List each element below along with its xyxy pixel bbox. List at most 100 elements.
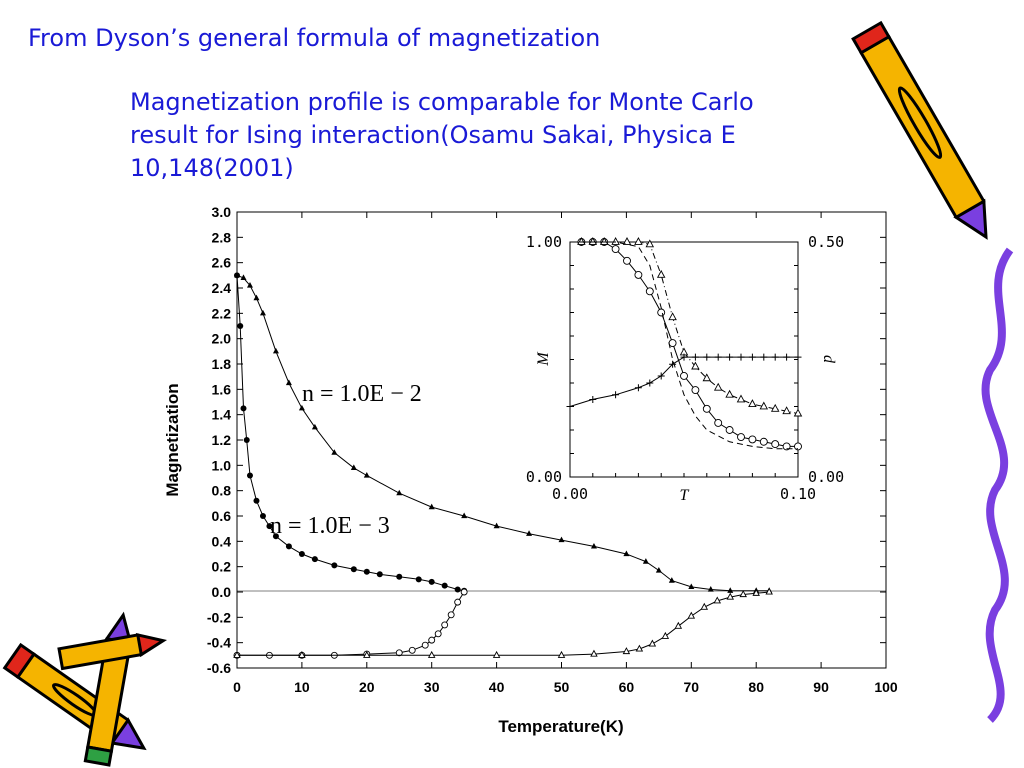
data-point bbox=[408, 646, 416, 654]
inset-data-point bbox=[770, 403, 780, 412]
inset-data-point bbox=[645, 239, 655, 248]
y-tick-label: 0.6 bbox=[212, 508, 232, 524]
data-point bbox=[590, 542, 597, 549]
pencil-icon bbox=[57, 632, 168, 671]
inset-data-point bbox=[657, 308, 666, 317]
y-tick-label: 1.6 bbox=[212, 381, 232, 397]
data-point bbox=[396, 573, 403, 580]
data-point bbox=[421, 641, 429, 649]
inset-data-point bbox=[669, 360, 677, 368]
data-point bbox=[363, 472, 370, 478]
data-point bbox=[428, 636, 436, 644]
data-point bbox=[298, 551, 305, 557]
pencil-icon bbox=[981, 247, 1014, 723]
data-point bbox=[461, 512, 468, 519]
data-point bbox=[331, 449, 338, 455]
inset-data-point bbox=[623, 256, 631, 265]
data-point bbox=[311, 423, 318, 430]
data-point bbox=[272, 347, 279, 354]
data-point bbox=[492, 650, 501, 658]
inset-data-point bbox=[702, 404, 711, 413]
data-point bbox=[648, 639, 657, 647]
inset-data-point bbox=[726, 353, 734, 361]
inset-data-point bbox=[760, 353, 768, 361]
data-point bbox=[331, 562, 338, 569]
inset-chart: 0.00 0.100.001.000.000.50 T M d bbox=[500, 232, 870, 504]
inset-data-point bbox=[668, 312, 677, 321]
y-tick-label: -0.4 bbox=[207, 635, 231, 651]
series-line bbox=[236, 274, 770, 592]
x-tick-label: 10 bbox=[294, 679, 310, 695]
y-tick-label: 2.4 bbox=[212, 280, 232, 296]
data-point bbox=[434, 630, 442, 638]
data-point bbox=[246, 472, 253, 479]
data-point bbox=[376, 571, 383, 578]
data-point bbox=[285, 543, 292, 550]
series-line bbox=[236, 275, 465, 592]
data-point bbox=[272, 533, 279, 540]
main-chart: 0 10 20 30 40 50 60 70 80 90 100 3.0 2.8 2.6 2.4 2.2 2.0… bbox=[163, 204, 898, 736]
series-label-n1e-3: n = 1.0E − 3 bbox=[270, 513, 390, 539]
data-point bbox=[363, 650, 371, 658]
x-tick-label: 100 bbox=[874, 679, 898, 695]
inset-data-point bbox=[645, 287, 654, 296]
y-tick-label: 2.0 bbox=[212, 331, 232, 347]
y-tick-label: 2.2 bbox=[212, 305, 232, 321]
inset-data-point bbox=[713, 382, 723, 391]
inset-data-point bbox=[794, 353, 802, 361]
data-point bbox=[259, 309, 266, 316]
data-point bbox=[526, 530, 533, 536]
inset-data-point bbox=[714, 353, 722, 361]
data-point bbox=[415, 576, 422, 583]
data-point bbox=[441, 621, 449, 629]
data-point bbox=[253, 294, 260, 301]
data-point bbox=[259, 513, 266, 519]
inset-data-point bbox=[588, 237, 598, 245]
inset-data-point bbox=[737, 433, 745, 441]
data-point bbox=[396, 489, 403, 496]
inset-data-point bbox=[634, 384, 642, 392]
data-point bbox=[428, 503, 435, 510]
inset-data-point bbox=[622, 237, 632, 245]
inset-data-point bbox=[782, 442, 791, 451]
data-point bbox=[237, 323, 244, 329]
inset-data-point bbox=[703, 353, 711, 361]
data-point bbox=[243, 437, 250, 443]
data-point bbox=[441, 582, 448, 589]
y-tick-label: 1.4 bbox=[212, 407, 232, 423]
data-point bbox=[266, 523, 273, 530]
data-point bbox=[240, 274, 247, 280]
data-point bbox=[234, 272, 240, 279]
data-point bbox=[298, 650, 306, 658]
data-point bbox=[363, 568, 370, 575]
inset-data-point bbox=[589, 395, 597, 403]
data-point bbox=[233, 650, 241, 658]
x-tick-label: 60 bbox=[619, 679, 635, 695]
data-point bbox=[454, 598, 462, 606]
inset-background bbox=[500, 232, 870, 502]
y-tick-label: 2.6 bbox=[212, 255, 232, 271]
inset-data-point bbox=[691, 353, 699, 361]
x-tick-label: 30 bbox=[424, 679, 440, 695]
data-point bbox=[688, 583, 695, 590]
inset-y-tick-label: 1.00 bbox=[526, 233, 562, 251]
inset-x-tick-label: 0.00 bbox=[552, 485, 588, 503]
data-point bbox=[298, 404, 305, 411]
inset-y2-tick-label: 0.00 bbox=[808, 468, 844, 486]
inset-data-point bbox=[793, 408, 803, 417]
slide-title: From Dyson’s general formula of magnetiz… bbox=[28, 24, 601, 52]
inset-data-point bbox=[714, 419, 723, 427]
data-point bbox=[350, 566, 357, 573]
x-tick-label: 40 bbox=[489, 679, 505, 695]
data-point bbox=[674, 621, 683, 629]
slide-body: Magnetization profile is comparable for … bbox=[130, 86, 830, 185]
inset-data-point bbox=[611, 245, 620, 254]
pencil-icon bbox=[851, 20, 988, 240]
inset-x-tick-label: 0.10 bbox=[780, 485, 816, 503]
inset-data-point bbox=[771, 353, 779, 361]
inset-data-point bbox=[748, 353, 756, 361]
inset-data-point bbox=[566, 403, 574, 410]
y-tick-label: 1.0 bbox=[212, 457, 232, 473]
inset-data-point bbox=[736, 394, 746, 403]
inset-data-point bbox=[577, 237, 586, 245]
